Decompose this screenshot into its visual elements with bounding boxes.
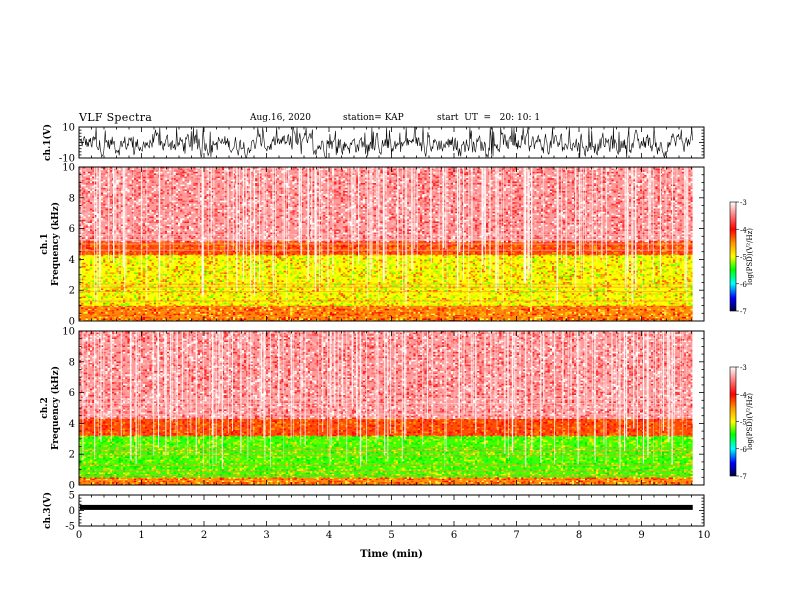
time-tick-label: 1 bbox=[138, 530, 144, 541]
ch2-spectrogram-ytick-label: 6 bbox=[69, 388, 75, 399]
ch2-spectrogram-ytick-label: 4 bbox=[69, 419, 75, 430]
ch1-waveform-line bbox=[80, 128, 693, 158]
ch1-spectrogram-ytick-label: 10 bbox=[62, 163, 75, 174]
ch3-waveform-ytick-label: 5 bbox=[69, 491, 75, 502]
time-tick-label: 4 bbox=[326, 530, 332, 541]
ch2-spec-colorbar-tick-label: -7 bbox=[740, 473, 747, 481]
ch2-spec-colorbar-tick-label: -3 bbox=[740, 364, 747, 372]
time-tick-label: 10 bbox=[698, 530, 711, 541]
ch2-spec-ylabel-channel: ch.2 bbox=[40, 397, 50, 418]
ch2-spec-band-0 bbox=[79, 477, 693, 485]
time-tick-label: 8 bbox=[576, 530, 582, 541]
ch3-waveform-ytick-label: 0 bbox=[69, 506, 75, 517]
ch1-spec-band-0 bbox=[79, 306, 693, 322]
ch2-spectrogram-ytick-label: 8 bbox=[69, 357, 75, 368]
time-tick-label: 0 bbox=[76, 530, 82, 541]
ch2-spec-colorbar-label: log(PSD)(V²/Hz) bbox=[746, 393, 754, 450]
ch1-spec-colorbar bbox=[730, 202, 736, 311]
ch1-spectrogram-ytick-label: 8 bbox=[69, 193, 75, 204]
time-tick-label: 9 bbox=[638, 530, 644, 541]
ch3-waveform-panel bbox=[80, 505, 693, 510]
ch2-spectrogram-ytick-label: 10 bbox=[62, 327, 75, 338]
ch1-spectrogram-ytick-label: 2 bbox=[69, 286, 75, 297]
ch1-waveform-ytick-label: 10 bbox=[62, 123, 75, 134]
ch2-spectrogram-ytick-label: 2 bbox=[69, 450, 75, 461]
time-tick-label: 5 bbox=[388, 530, 394, 541]
ch1-spectrogram-ytick-label: 4 bbox=[69, 255, 75, 266]
ch3-ylabel: ch.3(V) bbox=[42, 492, 53, 529]
time-tick-label: 6 bbox=[451, 530, 457, 541]
time-tick-label: 7 bbox=[513, 530, 519, 541]
ch1-spec-ylabel-channel: ch.1 bbox=[40, 233, 50, 254]
ch2-spec-colorbar bbox=[730, 367, 736, 476]
colorbars-layer: -3-4-5-6-7log(PSD)(V²/Hz)-3-4-5-6-7log(P… bbox=[730, 199, 754, 481]
ch2-spec-ylabel-frequency: Frequency (kHz) bbox=[50, 366, 61, 450]
ch3-waveform-band bbox=[80, 505, 693, 510]
ch1-spectrogram-ytick-label: 6 bbox=[69, 224, 75, 235]
ch2-spectrogram-panel bbox=[79, 331, 704, 485]
ch3-waveform-ytick-label: -5 bbox=[65, 522, 75, 533]
ch1-spec-colorbar-tick-label: -7 bbox=[740, 308, 747, 316]
ch1-ylabel: ch.1(V) bbox=[42, 124, 53, 161]
time-axis-label: Time (min) bbox=[360, 549, 423, 560]
ch1-spec-colorbar-label: log(PSD)(V²/Hz) bbox=[746, 228, 754, 285]
ch1-spectrogram-panel bbox=[79, 167, 704, 322]
ch1-waveform-panel bbox=[80, 128, 693, 158]
time-tick-label: 3 bbox=[263, 530, 269, 541]
ch1-spec-colorbar-tick-label: -3 bbox=[740, 199, 747, 207]
ch1-spec-ylabel-frequency: Frequency (kHz) bbox=[50, 202, 61, 286]
time-tick-label: 2 bbox=[201, 530, 207, 541]
